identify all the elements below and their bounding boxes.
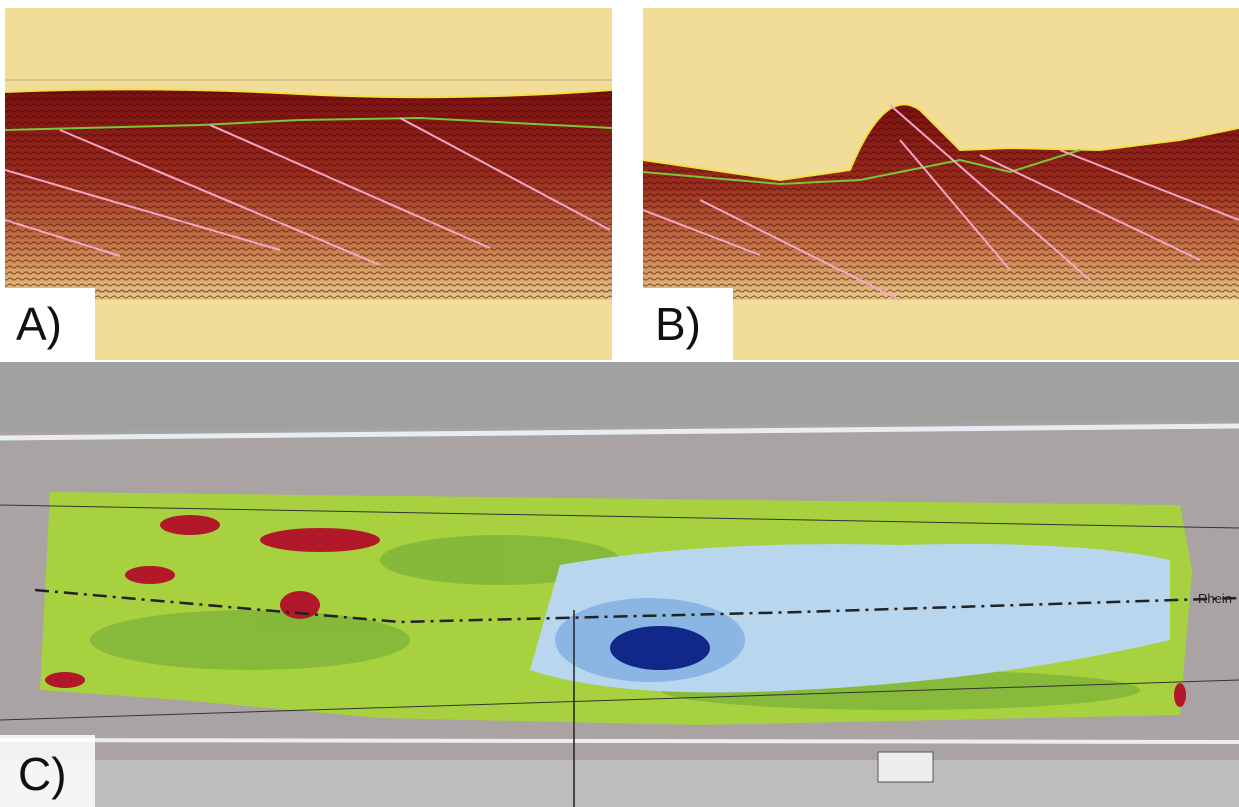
river-label: Rhein [1198, 591, 1232, 606]
panel-b: B) [643, 8, 1239, 360]
panel-c: Rhein C) [0, 362, 1239, 807]
panel-label: C) [18, 748, 67, 800]
panel-label: B) [655, 298, 701, 350]
panel-label: A) [16, 298, 62, 350]
panel-a: A) [5, 8, 612, 360]
figure: A) B) [0, 0, 1239, 807]
